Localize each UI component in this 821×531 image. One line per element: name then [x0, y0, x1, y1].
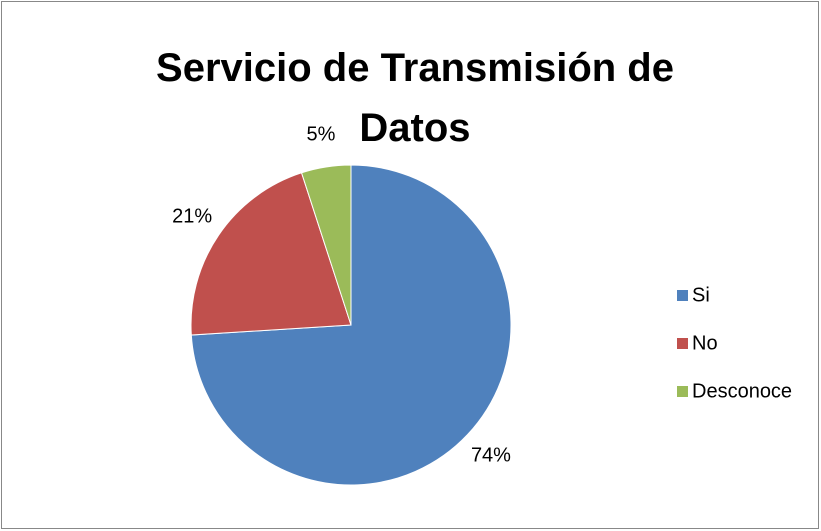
data-label: 74% [471, 445, 511, 467]
data-label: 5% [307, 124, 336, 146]
legend-swatch [677, 290, 688, 301]
pie-slice [300, 164, 352, 326]
data-label: 21% [172, 205, 212, 227]
legend-swatch [677, 338, 688, 349]
legend-label: Desconoce [692, 380, 792, 402]
legend-swatch [677, 386, 688, 397]
legend-label: Si [692, 284, 710, 306]
chart-title: Servicio de Transmisión de Datos [156, 46, 674, 150]
legend-label: No [692, 332, 718, 354]
pie-slice [190, 172, 352, 336]
